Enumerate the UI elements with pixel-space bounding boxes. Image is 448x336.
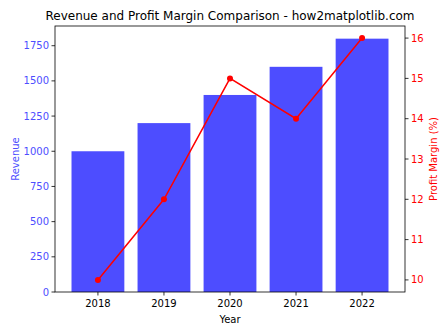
y2-tick — [405, 38, 409, 39]
y2-tick — [405, 279, 409, 280]
y2-tick-label: 14 — [411, 113, 424, 124]
y2-tick — [405, 78, 409, 79]
bar — [270, 67, 323, 292]
plot-marks — [72, 35, 389, 292]
y-tick — [52, 221, 56, 222]
y-tick — [52, 45, 56, 46]
x-tick-label: 2022 — [349, 298, 374, 309]
y2-tick — [405, 199, 409, 200]
y2-tick-label: 10 — [411, 274, 424, 285]
y-tick — [52, 116, 56, 117]
x-tick-label: 2020 — [217, 298, 242, 309]
marker — [95, 277, 101, 283]
y2-tick — [405, 159, 409, 160]
bar — [204, 95, 257, 292]
y2-tick — [405, 118, 409, 119]
y2-tick-label: 11 — [411, 234, 424, 245]
x-tick — [97, 292, 98, 296]
y2-tick-label: 13 — [411, 154, 424, 165]
y-label: Revenue — [10, 137, 21, 181]
y-tick-label: 750 — [30, 181, 49, 192]
y-tick-label: 0 — [43, 287, 49, 298]
y-tick — [52, 80, 56, 81]
y-tick — [52, 256, 56, 257]
y-tick — [52, 186, 56, 187]
frame — [55, 26, 405, 292]
bar — [72, 151, 125, 292]
x-tick-label: 2018 — [85, 298, 110, 309]
y2-tick-label: 12 — [411, 194, 424, 205]
bar — [336, 39, 389, 292]
y-tick-label: 500 — [30, 216, 49, 227]
y-tick — [52, 292, 56, 293]
x-tick-label: 2021 — [283, 298, 308, 309]
marker — [161, 196, 167, 202]
x-label: Year — [218, 314, 241, 325]
marker — [227, 75, 233, 81]
y2-label: Profit Margin (%) — [428, 117, 439, 201]
x-tick — [296, 292, 297, 296]
x-tick-label: 2019 — [151, 298, 176, 309]
y-tick-label: 1250 — [24, 111, 49, 122]
y-tick-label: 1500 — [24, 75, 49, 86]
line — [98, 38, 362, 280]
marker — [293, 116, 299, 122]
y2-tick — [405, 239, 409, 240]
x-tick — [163, 292, 164, 296]
chart: 0 250 500 750 1000 1250 1500 1750 10 11 12 13 14 15 16… — [0, 0, 448, 336]
marker — [359, 35, 365, 41]
bar — [138, 123, 191, 292]
y2-tick-label: 15 — [411, 73, 424, 84]
y-tick-label: 1000 — [24, 146, 49, 157]
y-tick-label: 1750 — [24, 40, 49, 51]
title: Revenue and Profit Margin Comparison - h… — [45, 9, 414, 23]
x-tick — [230, 292, 231, 296]
y-tick — [52, 151, 56, 152]
y-tick-label: 250 — [30, 251, 49, 262]
y2-tick-label: 16 — [411, 33, 424, 44]
x-tick — [362, 292, 363, 296]
